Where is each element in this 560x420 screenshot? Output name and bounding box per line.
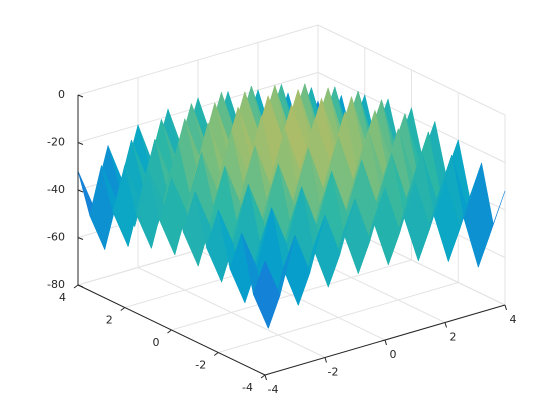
z-tick-label: -40	[47, 183, 65, 196]
x-tick-label: 0	[390, 348, 397, 361]
y-tick	[213, 352, 219, 356]
z-tick	[77, 189, 84, 193]
surface	[77, 83, 506, 329]
y-tick	[73, 284, 79, 289]
y-tick-label: 4	[59, 291, 66, 304]
y-tick-label: 2	[106, 314, 113, 327]
z-tick	[77, 284, 84, 288]
z-tick-label: -20	[47, 136, 65, 149]
x-tick-label: -2	[328, 366, 339, 379]
z-tick-label: -60	[47, 231, 65, 244]
grid-line	[317, 24, 506, 116]
grid-line	[171, 259, 412, 331]
x-tick-label: -4	[268, 383, 279, 396]
z-tick-label: -80	[47, 278, 65, 291]
y-tick	[260, 374, 266, 379]
z-tick	[77, 142, 84, 145]
z-tick	[77, 94, 84, 98]
x-tick	[324, 357, 327, 363]
x-tick	[264, 374, 267, 381]
z-tick-label: 0	[58, 88, 65, 101]
surface-patch	[253, 260, 281, 329]
y-tick-label: 0	[153, 336, 160, 349]
y-tick	[120, 307, 126, 311]
z-tick	[77, 237, 84, 240]
y-tick-label: -4	[242, 381, 253, 394]
x-tick-label: 4	[510, 313, 517, 326]
y-tick-label: -2	[195, 359, 206, 372]
y-tick	[167, 329, 172, 334]
x-tick	[384, 339, 387, 346]
grid-line	[77, 24, 319, 96]
x-tick	[504, 304, 507, 311]
x-tick	[444, 322, 447, 328]
x-tick-label: 2	[450, 331, 457, 344]
grid-line	[218, 282, 459, 353]
